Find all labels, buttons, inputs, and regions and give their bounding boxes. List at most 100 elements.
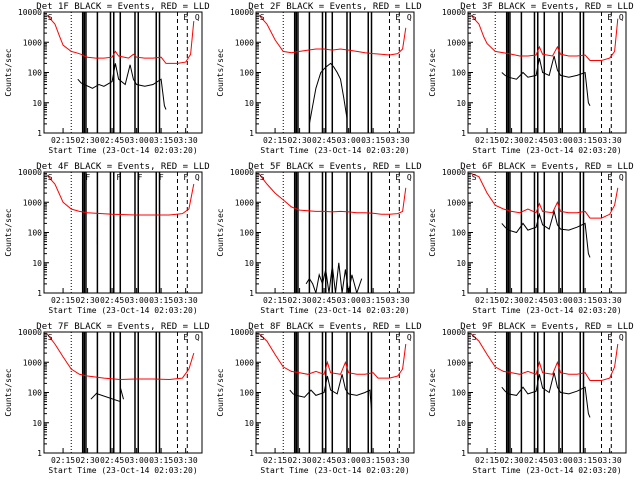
region-marker: E bbox=[607, 333, 612, 342]
x-tick-label: 03:15 bbox=[573, 296, 597, 305]
y-tick-label: 10000 bbox=[18, 328, 42, 337]
x-axis-label: Start Time (23-Oct-14 02:03:20) bbox=[48, 146, 197, 155]
x-tick-label: 02:45 bbox=[100, 456, 124, 465]
y-tick-label: 10 bbox=[32, 419, 42, 428]
region-marker: E bbox=[395, 333, 400, 342]
plot-frame bbox=[467, 171, 627, 294]
region-marker: E bbox=[183, 333, 188, 342]
plot-frame bbox=[43, 171, 203, 294]
y-tick-label: 1000 bbox=[447, 38, 466, 47]
x-tick-label: 02:45 bbox=[524, 456, 548, 465]
y-tick-label: 100 bbox=[452, 69, 467, 78]
detector-panel: Det 9F BLACK = Events, RED = LLD 1 10 100 10… bbox=[428, 322, 634, 475]
plot-frame bbox=[255, 171, 415, 294]
series-line-events bbox=[90, 387, 124, 403]
x-tick-label: 03:00 bbox=[337, 136, 361, 145]
y-tick-label: 10 bbox=[244, 259, 254, 268]
x-tick-label: 02:45 bbox=[100, 136, 124, 145]
region-marker: E bbox=[395, 13, 400, 22]
y-tick-label: 10000 bbox=[18, 8, 42, 17]
region-marker: S bbox=[48, 173, 53, 182]
series-line-events bbox=[308, 62, 348, 124]
y-tick-label: 1 bbox=[249, 289, 254, 298]
series-line-events bbox=[289, 374, 372, 411]
region-marker: F bbox=[183, 173, 188, 182]
region-marker: S bbox=[260, 333, 265, 342]
region-marker: Q bbox=[195, 333, 200, 342]
panel-title: Det 7F BLACK = Events, RED = LLD bbox=[36, 322, 209, 332]
x-axis-label: Start Time (23-Oct-14 02:03:20) bbox=[472, 466, 621, 475]
plot-frame bbox=[467, 331, 627, 454]
series-line-lld bbox=[258, 333, 407, 379]
region-marker: Q bbox=[619, 333, 624, 342]
x-axis-label: Start Time (23-Oct-14 02:03:20) bbox=[48, 466, 197, 475]
panel-title: Det 6F BLACK = Events, RED = LLD bbox=[460, 162, 633, 172]
region-marker: S bbox=[472, 13, 477, 22]
y-tick-label: 100 bbox=[240, 69, 255, 78]
x-tick-label: 03:30 bbox=[386, 296, 410, 305]
plot-frame bbox=[43, 331, 203, 454]
x-tick-label: 02:30 bbox=[500, 136, 524, 145]
region-marker: S bbox=[260, 173, 265, 182]
x-tick-label: 03:00 bbox=[549, 296, 573, 305]
panel-title: Det 1F BLACK = Events, RED = LLD bbox=[36, 2, 209, 12]
series-line-events bbox=[305, 262, 363, 293]
x-tick-label: 03:30 bbox=[386, 136, 410, 145]
x-tick-label: 02:15 bbox=[475, 136, 499, 145]
y-axis-label: Counts/sec bbox=[4, 48, 13, 96]
plot-frame bbox=[43, 11, 203, 134]
x-tick-label: 02:30 bbox=[500, 296, 524, 305]
y-tick-label: 1000 bbox=[447, 358, 466, 367]
x-tick-label: 03:00 bbox=[337, 296, 361, 305]
y-tick-label: 10 bbox=[244, 419, 254, 428]
y-tick-label: 100 bbox=[452, 229, 467, 238]
y-tick-label: 1000 bbox=[235, 38, 254, 47]
y-tick-label: 1 bbox=[37, 289, 42, 298]
y-axis-label: Counts/sec bbox=[4, 368, 13, 416]
panel-title: Det 5F BLACK = Events, RED = LLD bbox=[248, 162, 421, 172]
x-tick-label: 03:00 bbox=[337, 456, 361, 465]
y-tick-label: 10000 bbox=[18, 168, 42, 177]
panel-title: Det 8F BLACK = Events, RED = LLD bbox=[248, 322, 421, 332]
y-tick-label: 10000 bbox=[442, 8, 466, 17]
detector-panel: Det 4F BLACK = Events, RED = LLD 1 10 100 10… bbox=[4, 162, 210, 315]
y-axis-label: Counts/sec bbox=[428, 48, 437, 96]
y-tick-label: 1 bbox=[249, 449, 254, 458]
x-tick-label: 02:15 bbox=[51, 456, 75, 465]
x-tick-label: 03:00 bbox=[549, 136, 573, 145]
x-tick-label: 02:15 bbox=[263, 456, 287, 465]
detector-panel: Det 3F BLACK = Events, RED = LLD 1 10 100 10… bbox=[428, 2, 634, 155]
region-marker: Q bbox=[619, 173, 624, 182]
region-marker: S bbox=[48, 333, 53, 342]
region-marker: Q bbox=[619, 13, 624, 22]
series-line-lld bbox=[46, 333, 195, 381]
y-tick-label: 10000 bbox=[442, 328, 466, 337]
series-line-events bbox=[77, 63, 167, 110]
x-axis-label: Start Time (23-Oct-14 02:03:20) bbox=[260, 306, 409, 315]
x-tick-label: 03:00 bbox=[549, 456, 573, 465]
region-marker: Q bbox=[195, 13, 200, 22]
x-tick-label: 03:00 bbox=[125, 136, 149, 145]
plot-frame bbox=[255, 11, 415, 134]
x-tick-label: 02:30 bbox=[76, 136, 100, 145]
y-tick-label: 100 bbox=[452, 389, 467, 398]
series-line-events bbox=[501, 209, 591, 258]
y-tick-label: 1 bbox=[37, 129, 42, 138]
y-tick-label: 100 bbox=[28, 389, 43, 398]
region-marker: F bbox=[116, 173, 121, 182]
y-tick-label: 10 bbox=[32, 259, 42, 268]
x-tick-label: 02:15 bbox=[263, 136, 287, 145]
x-tick-label: 02:15 bbox=[51, 136, 75, 145]
panel-title: Det 9F BLACK = Events, RED = LLD bbox=[460, 322, 633, 332]
detector-panel: Det 5F BLACK = Events, RED = LLD 1 10 100 10… bbox=[216, 162, 422, 315]
y-tick-label: 10 bbox=[244, 99, 254, 108]
x-tick-label: 02:45 bbox=[524, 296, 548, 305]
x-tick-label: 03:00 bbox=[125, 456, 149, 465]
y-axis-label: Counts/sec bbox=[216, 368, 225, 416]
region-marker: F bbox=[85, 173, 90, 182]
plot-frame bbox=[467, 11, 627, 134]
region-marker: E bbox=[395, 173, 400, 182]
region-marker: E bbox=[607, 173, 612, 182]
x-tick-label: 03:30 bbox=[174, 456, 198, 465]
x-tick-label: 02:30 bbox=[288, 296, 312, 305]
